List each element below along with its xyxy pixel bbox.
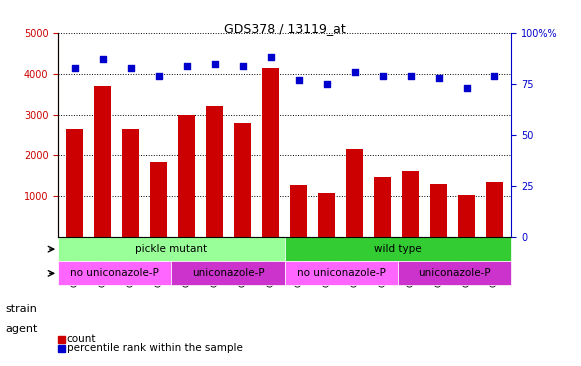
Point <box>182 63 191 68</box>
Bar <box>318 193 335 237</box>
Bar <box>458 195 475 237</box>
Bar <box>402 171 419 237</box>
Point <box>378 73 388 79</box>
Text: wild type: wild type <box>374 244 422 254</box>
Point <box>210 61 220 67</box>
Point <box>322 81 331 87</box>
Bar <box>374 177 391 237</box>
Bar <box>262 68 279 237</box>
Text: no uniconazole-P: no uniconazole-P <box>297 268 386 279</box>
Text: count: count <box>67 333 96 344</box>
Point <box>490 73 499 79</box>
FancyBboxPatch shape <box>171 261 285 285</box>
FancyBboxPatch shape <box>398 261 511 285</box>
Text: GDS378 / 13119_at: GDS378 / 13119_at <box>224 22 346 35</box>
FancyBboxPatch shape <box>58 261 171 285</box>
Text: uniconazole-P: uniconazole-P <box>418 268 491 279</box>
Bar <box>150 161 167 237</box>
FancyBboxPatch shape <box>285 237 511 261</box>
FancyBboxPatch shape <box>58 237 285 261</box>
Text: pickle mutant: pickle mutant <box>135 244 207 254</box>
Bar <box>206 107 223 237</box>
Text: strain: strain <box>6 304 38 314</box>
Point <box>294 77 303 83</box>
Point <box>406 73 415 79</box>
Text: no uniconazole-P: no uniconazole-P <box>70 268 159 279</box>
Point <box>462 85 471 91</box>
Bar <box>486 182 503 237</box>
Bar <box>346 149 363 237</box>
Text: agent: agent <box>6 324 38 335</box>
Point <box>266 55 275 60</box>
Bar <box>430 184 447 237</box>
Point <box>350 69 359 75</box>
Text: percentile rank within the sample: percentile rank within the sample <box>67 343 243 353</box>
Point <box>434 75 443 81</box>
Point <box>70 65 80 71</box>
Point <box>126 65 135 71</box>
Point <box>238 63 248 68</box>
FancyBboxPatch shape <box>285 261 398 285</box>
Bar <box>66 129 83 237</box>
Bar <box>95 86 111 237</box>
Text: uniconazole-P: uniconazole-P <box>192 268 264 279</box>
Point <box>98 56 107 62</box>
Point <box>154 73 163 79</box>
Bar <box>123 129 139 237</box>
Bar <box>234 123 251 237</box>
Bar <box>290 185 307 237</box>
Bar <box>178 115 195 237</box>
